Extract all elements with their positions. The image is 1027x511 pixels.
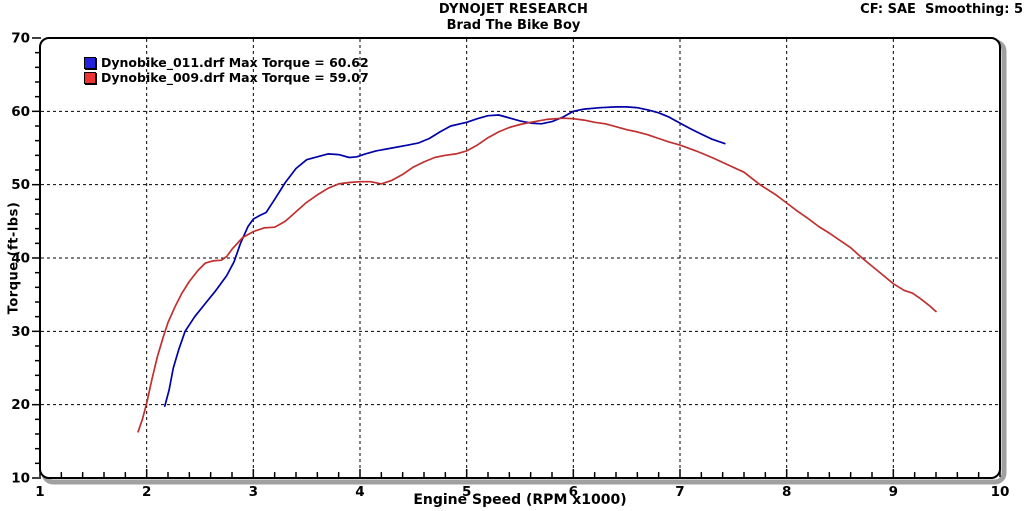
legend-item-dynobike-009: Dynobike_009.drf Max Torque = 59.07 (84, 70, 369, 85)
x-tick-label: 6 (569, 484, 578, 500)
y-axis-title: Torque (ft-lbs) (6, 201, 22, 315)
y-tick-label: 50 (11, 177, 30, 193)
y-tick-label: 20 (11, 397, 30, 413)
y-tick-label: 60 (11, 104, 30, 120)
torque-curve-dynobike-011-drf (163, 106, 726, 407)
legend-label: Dynobike_009.drf Max Torque = 59.07 (101, 70, 369, 85)
y-tick-label: 10 (11, 471, 30, 487)
report-title: DYNOJET RESEARCH (438, 2, 589, 17)
legend-item-dynobike-011: Dynobike_011.drf Max Torque = 60.62 (84, 55, 369, 70)
x-tick-label: 2 (142, 484, 151, 500)
legend-label: Dynobike_011.drf Max Torque = 60.62 (101, 55, 369, 70)
x-tick-label: 9 (889, 484, 898, 500)
y-tick-label: 70 (11, 31, 30, 47)
x-tick-label: 4 (355, 484, 364, 500)
correction-smoothing-info: CF: SAE Smoothing: 5 (860, 2, 1023, 17)
x-tick-label: 5 (462, 484, 471, 500)
x-tick-label: 1 (35, 484, 44, 500)
x-tick-label: 8 (782, 484, 791, 500)
legend: Dynobike_011.drf Max Torque = 60.62 Dyno… (84, 55, 369, 85)
report-subtitle: Brad The Bike Boy (446, 18, 581, 33)
y-tick-label: 30 (11, 324, 30, 340)
torque-curve-dynobike-009-drf (137, 117, 937, 433)
series-color-swatch-blue (84, 56, 96, 69)
x-tick-label: 3 (249, 484, 258, 500)
plot-frame (39, 37, 1001, 479)
x-tick-label: 10 (991, 484, 1010, 500)
x-tick-label: 7 (675, 484, 684, 500)
series-color-swatch-red (84, 71, 96, 84)
x-axis-title: Engine Speed (RPM x1000) (413, 492, 627, 508)
y-tick-label: 40 (11, 251, 30, 267)
